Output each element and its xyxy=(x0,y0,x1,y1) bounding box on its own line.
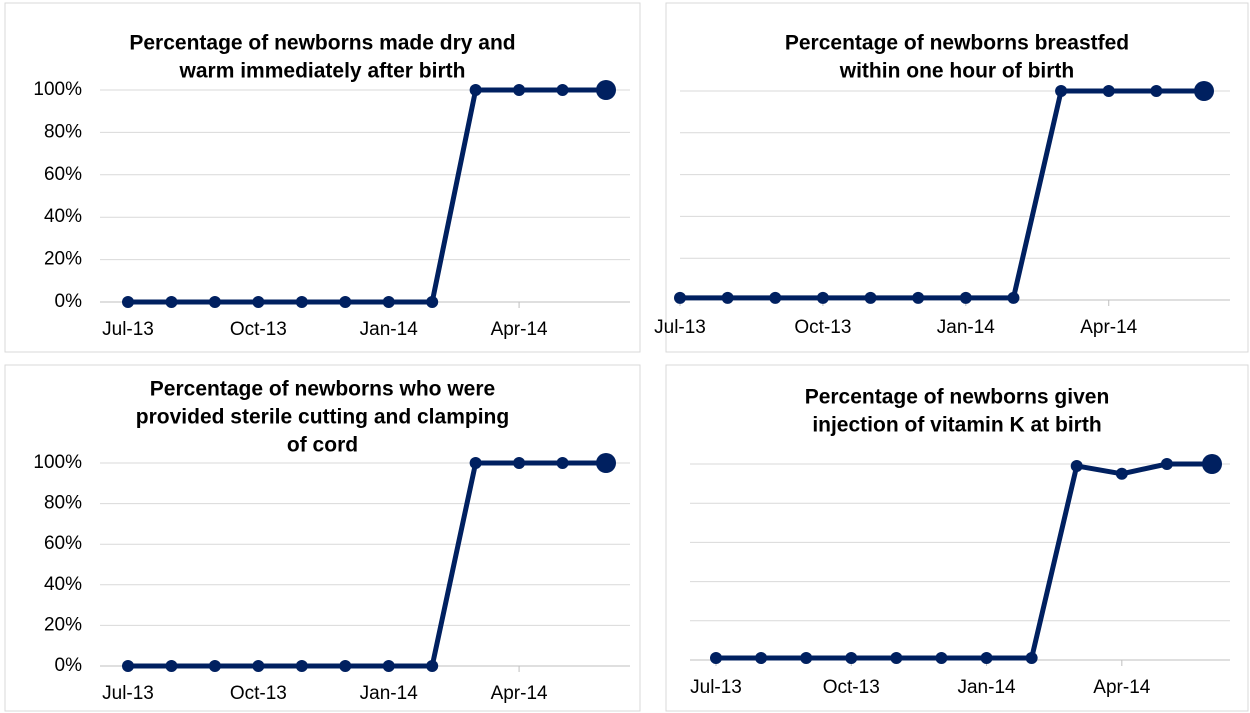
marker xyxy=(339,296,352,308)
marker xyxy=(800,652,813,665)
line xyxy=(716,461,1212,661)
marker xyxy=(165,296,178,308)
marker xyxy=(980,652,993,665)
marker xyxy=(912,291,925,304)
marker xyxy=(596,80,616,100)
marker xyxy=(252,296,265,308)
marker xyxy=(1160,458,1173,470)
marker xyxy=(1007,291,1020,304)
chart-title: within one hour of birth xyxy=(839,60,1074,83)
marker xyxy=(208,296,221,308)
marker xyxy=(890,652,903,665)
panel xyxy=(4,2,641,353)
y-tick-label: 80% xyxy=(44,121,82,142)
marker xyxy=(674,291,686,304)
marker xyxy=(1025,652,1038,665)
x-tick-label: Oct-13 xyxy=(230,683,287,704)
marker xyxy=(596,453,616,473)
marker xyxy=(755,652,768,665)
marker xyxy=(295,660,308,672)
chart-title: warm immediately after birth xyxy=(179,60,466,83)
y-tick-label: 60% xyxy=(44,164,82,185)
marker xyxy=(1150,85,1163,97)
x-tick-label: Jul-13 xyxy=(102,683,154,704)
x-tick-label: Apr-14 xyxy=(491,319,548,340)
chart-title: of cord xyxy=(287,434,358,457)
x-tick-label: Jul-13 xyxy=(654,317,706,338)
chart-title: Percentage of newborns breastfed xyxy=(785,32,1129,55)
chart-title: Percentage of newborns made dry and xyxy=(129,32,515,55)
marker xyxy=(295,296,308,308)
marker xyxy=(513,457,526,469)
marker xyxy=(208,660,221,672)
marker xyxy=(769,291,782,304)
marker xyxy=(959,291,972,304)
y-tick-label: 60% xyxy=(44,533,82,554)
y-tick-label: 40% xyxy=(44,206,82,227)
y-tick-label: 100% xyxy=(33,79,82,100)
marker xyxy=(1070,459,1083,472)
marker xyxy=(1202,454,1222,474)
marker xyxy=(426,296,439,308)
y-tick-label: 0% xyxy=(55,655,83,676)
y-tick-label: 100% xyxy=(33,452,82,473)
chart-title: provided sterile cutting and clamping xyxy=(136,406,509,429)
panel xyxy=(665,2,1249,353)
x-tick-label: Jan-14 xyxy=(957,677,1016,698)
x-tick-label: Jan-14 xyxy=(360,683,419,704)
marker xyxy=(252,660,265,672)
marker xyxy=(513,84,526,96)
panel xyxy=(4,364,641,712)
y-tick-label: 40% xyxy=(44,574,82,595)
marker xyxy=(816,291,829,304)
y-tick-label: 20% xyxy=(44,614,82,635)
marker xyxy=(469,84,482,96)
marker xyxy=(556,457,569,469)
marker xyxy=(122,660,134,672)
marker xyxy=(382,660,395,672)
marker xyxy=(721,291,734,304)
marker xyxy=(426,660,439,672)
chart-title: Percentage of newborns given xyxy=(805,386,1110,409)
marker xyxy=(165,660,178,672)
marker xyxy=(1115,467,1128,480)
marker xyxy=(556,84,569,96)
y-tick-label: 80% xyxy=(44,493,82,514)
marker xyxy=(710,652,722,665)
x-tick-label: Apr-14 xyxy=(1093,677,1150,698)
line xyxy=(128,460,606,669)
x-tick-label: Oct-13 xyxy=(230,319,287,340)
x-tick-label: Apr-14 xyxy=(1080,317,1137,338)
marker xyxy=(845,652,858,665)
chart-title: injection of vitamin K at birth xyxy=(812,414,1101,437)
y-tick-label: 0% xyxy=(55,291,83,312)
marker xyxy=(1102,85,1115,97)
y-tick-label: 20% xyxy=(44,249,82,270)
x-tick-label: Jul-13 xyxy=(690,677,742,698)
marker xyxy=(864,291,877,304)
marker xyxy=(122,296,134,308)
marker xyxy=(382,296,395,308)
x-tick-label: Oct-13 xyxy=(794,317,851,338)
x-tick-label: Jan-14 xyxy=(937,317,996,338)
x-tick-label: Oct-13 xyxy=(823,677,880,698)
marker xyxy=(1194,81,1214,101)
marker xyxy=(935,652,948,665)
chart-title: Percentage of newborns who were xyxy=(150,378,495,401)
marker xyxy=(339,660,352,672)
line xyxy=(680,88,1204,301)
x-tick-label: Jan-14 xyxy=(360,319,419,340)
x-tick-label: Apr-14 xyxy=(491,683,548,704)
x-tick-label: Jul-13 xyxy=(102,319,154,340)
line xyxy=(128,87,606,305)
marker xyxy=(469,457,482,469)
marker xyxy=(1055,85,1068,97)
